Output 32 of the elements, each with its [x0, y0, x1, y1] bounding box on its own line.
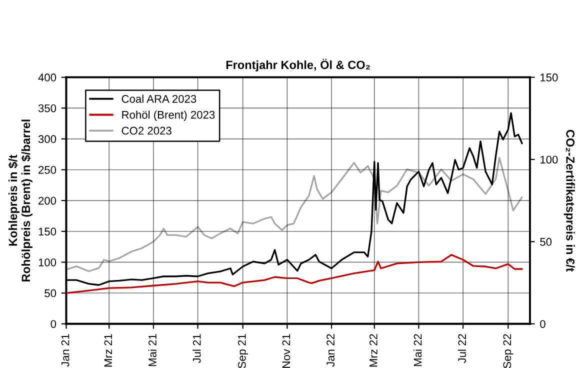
- x-tick-label: Nov 21: [282, 334, 290, 368]
- x-tick-label: Mrz 21: [104, 334, 112, 367]
- y-tick-label: 350: [38, 104, 56, 112]
- x-tick-label: Jan 21: [61, 334, 70, 367]
- x-tick-label: Mai 22: [414, 334, 422, 366]
- y2-tick-label: 100: [540, 156, 558, 164]
- y-tick-label: 250: [38, 166, 56, 174]
- x-tick-label: Jul 22: [458, 334, 466, 364]
- legend-label: Coal ARA 2023: [122, 94, 196, 103]
- line-series: [66, 156, 523, 272]
- y-tick-label: 50: [44, 289, 56, 298]
- y-tick-label: 150: [38, 228, 56, 236]
- x-tick-label: Sep 21: [238, 334, 248, 368]
- y2-axis-title: CO₂-Zertifikatspreis in €/t: [564, 130, 575, 272]
- legend-label: CO2 2023: [122, 126, 172, 135]
- y-tick-label: 0: [50, 320, 56, 328]
- y2-tick-label: 50: [540, 238, 552, 246]
- x-tick-label: Jul 21: [192, 334, 201, 364]
- y2-tick-label: 0: [540, 320, 546, 328]
- chart-title: Frontjahr Kohle, Öl & CO₂: [226, 58, 370, 72]
- legend-label: Rohöl (Brent) 2023: [122, 110, 215, 121]
- y-axis-title: Kohlepreis in $/t Rohölpreis (Brent) in $/barrel: [8, 120, 32, 282]
- y-tick-label: 400: [38, 74, 56, 82]
- y2-tick-label: 150: [540, 74, 558, 82]
- x-tick-label: Sep 22: [503, 334, 514, 368]
- y-tick-label: 200: [38, 196, 56, 205]
- line-series: [66, 254, 523, 294]
- y-tick-label: 100: [38, 258, 56, 266]
- x-tick-label: Mai 21: [148, 334, 156, 366]
- x-tick-label: Mrz 22: [370, 334, 378, 367]
- x-tick-label: Jan 22: [326, 334, 334, 367]
- y-tick-label: 300: [38, 135, 56, 144]
